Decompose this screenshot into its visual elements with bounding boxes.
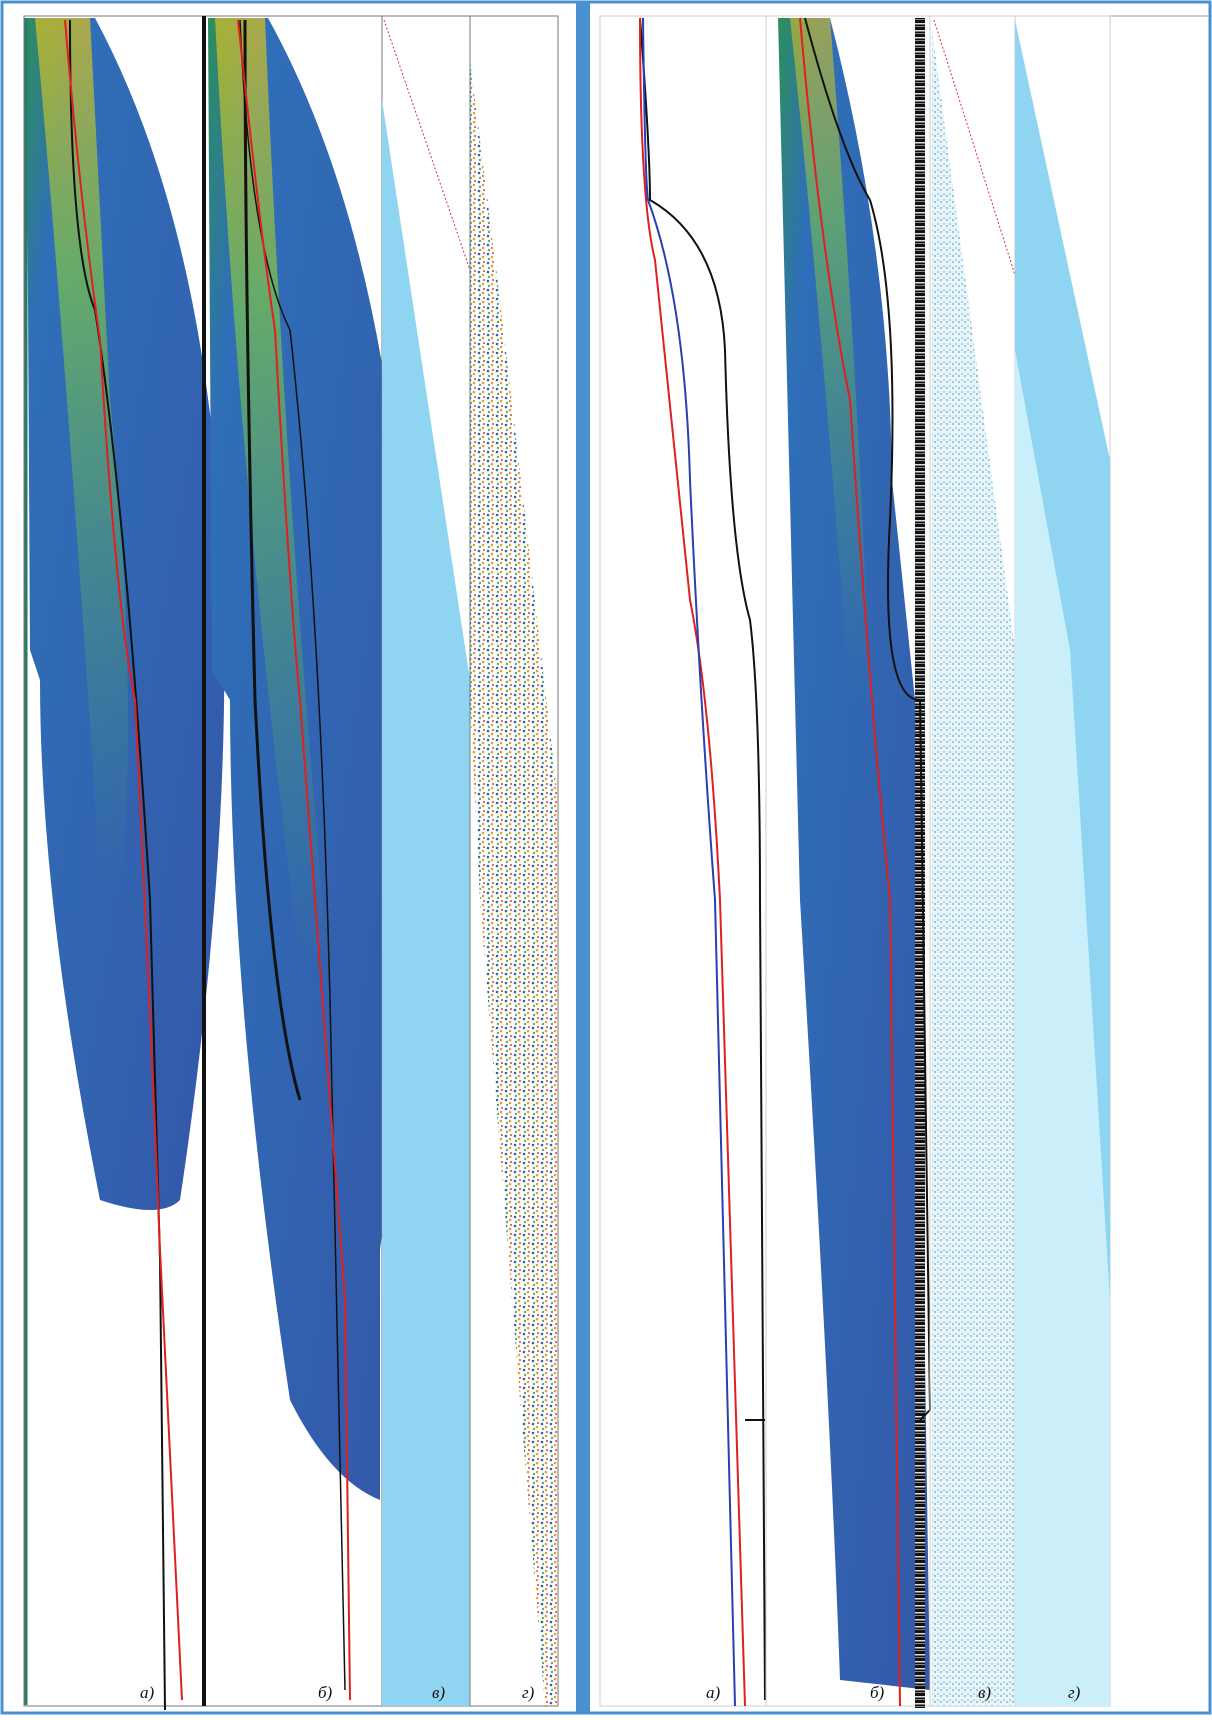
panel-label: в): [978, 1683, 991, 1702]
panel-label: а): [140, 1683, 155, 1702]
left-panel-v: [382, 16, 470, 1706]
panel-label: г): [1068, 1683, 1081, 1702]
panel-label: в): [432, 1683, 445, 1702]
page: а) б) в) г) а) б) в) г) (() => { const d…: [0, 0, 1212, 1715]
right-panel-v: [930, 16, 1015, 1706]
panel-label: а): [706, 1683, 721, 1702]
panel-label: б): [870, 1683, 885, 1702]
panel-label: б): [318, 1683, 333, 1702]
right-panel-g: [1015, 16, 1110, 1706]
left-panel-b: [202, 16, 412, 1706]
divider: [576, 2, 590, 1713]
panel-label: г): [522, 1683, 535, 1702]
left-panel-a: [24, 16, 224, 1710]
figure: а) б) в) г) а) б) в) г): [0, 0, 1212, 1715]
right-panel-b: [766, 16, 930, 1708]
left-panel-g: [470, 16, 558, 1706]
